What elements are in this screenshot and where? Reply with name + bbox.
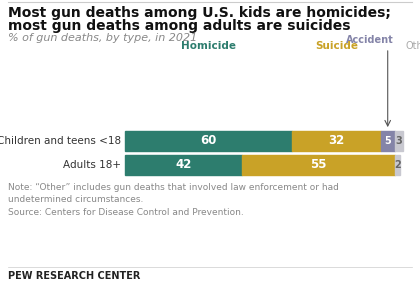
Bar <box>125 131 292 151</box>
Text: 55: 55 <box>310 159 326 171</box>
Text: % of gun deaths, by type, in 2021: % of gun deaths, by type, in 2021 <box>8 33 197 43</box>
Text: Most gun deaths among U.S. kids are homicides;: Most gun deaths among U.S. kids are homi… <box>8 6 391 20</box>
Bar <box>381 131 395 151</box>
Text: Accident: Accident <box>346 35 394 45</box>
Text: 2: 2 <box>394 160 401 170</box>
Bar <box>292 131 381 151</box>
Text: PEW RESEARCH CENTER: PEW RESEARCH CENTER <box>8 271 140 281</box>
Bar <box>395 155 400 175</box>
Text: Homicide: Homicide <box>181 41 236 51</box>
Text: Other: Other <box>405 41 420 51</box>
Text: Adults 18+: Adults 18+ <box>63 160 121 170</box>
Text: 32: 32 <box>328 134 344 147</box>
Text: 3: 3 <box>396 136 402 146</box>
Text: Suicide: Suicide <box>315 41 358 51</box>
Text: 5: 5 <box>384 136 391 146</box>
Bar <box>242 155 395 175</box>
Text: 60: 60 <box>200 134 217 147</box>
Text: Note: “Other” includes gun deaths that involved law enforcement or had
undetermi: Note: “Other” includes gun deaths that i… <box>8 183 339 217</box>
Text: most gun deaths among adults are suicides: most gun deaths among adults are suicide… <box>8 19 351 33</box>
Text: Children and teens <18: Children and teens <18 <box>0 136 121 146</box>
Bar <box>395 131 403 151</box>
Text: 42: 42 <box>175 159 192 171</box>
Bar <box>125 155 242 175</box>
